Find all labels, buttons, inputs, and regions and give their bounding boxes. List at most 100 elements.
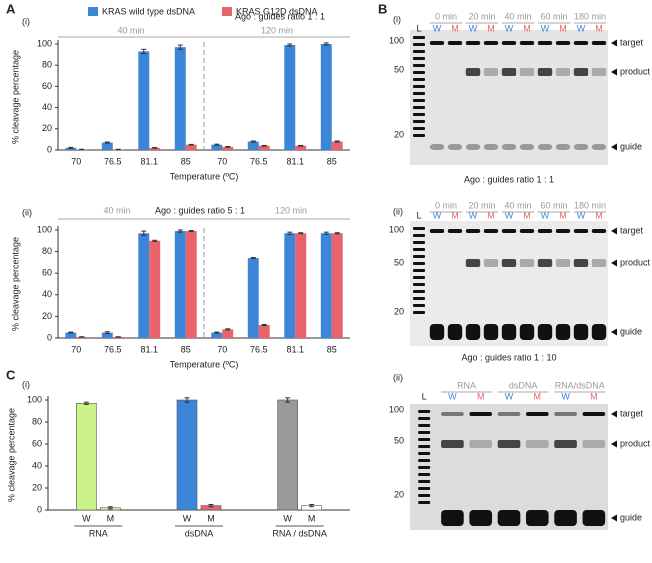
lane-label: M — [590, 391, 598, 401]
ladder-band — [413, 248, 425, 251]
ladder-band — [413, 227, 425, 230]
target-band — [582, 412, 606, 416]
marker-label: 50 — [394, 435, 404, 445]
y-axis-label: % cleavage percentage — [6, 408, 16, 502]
product-band — [555, 259, 571, 267]
band-arrow — [611, 227, 617, 235]
lane-label: M — [451, 210, 459, 220]
ladder-band — [418, 445, 431, 448]
lane-label: M — [523, 23, 531, 33]
bar — [101, 332, 113, 338]
lane-label: W — [541, 23, 550, 33]
product-band — [519, 259, 535, 267]
ladder-band — [413, 134, 425, 137]
bar — [284, 233, 296, 338]
target-band — [441, 412, 464, 416]
lane-label: W — [433, 210, 442, 220]
band-arrow — [611, 440, 617, 448]
band-arrow — [611, 39, 617, 47]
bar — [101, 142, 113, 150]
bar — [176, 399, 198, 511]
bar — [211, 144, 223, 150]
ladder-band — [413, 276, 425, 279]
group-label: 40 min — [504, 200, 531, 210]
panel-label: (ii) — [393, 372, 403, 382]
bar — [320, 44, 332, 150]
marker-label: 20 — [394, 129, 404, 139]
ladder-band — [418, 424, 431, 427]
x-tick-label: 81.1 — [286, 344, 304, 354]
product-band — [537, 259, 553, 267]
target-band — [573, 41, 589, 45]
ladder-band — [418, 431, 431, 434]
y-tick-label: 80 — [42, 246, 52, 256]
y-tick-label: 0 — [47, 144, 52, 154]
lane-label: W — [541, 210, 550, 220]
band-arrow — [611, 68, 617, 76]
bar — [174, 47, 186, 150]
guide-band — [582, 510, 606, 526]
lane-label: M — [487, 23, 495, 33]
legend-swatch — [222, 7, 232, 16]
bar — [65, 332, 77, 338]
legend-label: KRAS wild type dsDNA — [102, 6, 195, 16]
bar — [277, 399, 298, 511]
y-tick-label: 100 — [27, 394, 42, 404]
lane-label: W — [448, 391, 457, 401]
group-label: 40 min — [117, 25, 144, 35]
ladder-band — [413, 106, 425, 109]
band-label: target — [620, 37, 644, 47]
y-tick-label: 0 — [47, 332, 52, 342]
lane-label: M — [523, 210, 531, 220]
group-label: 20 min — [468, 200, 495, 210]
y-tick-label: 80 — [32, 416, 42, 426]
y-tick-label: 60 — [42, 268, 52, 278]
x-tick-label: M — [107, 513, 115, 523]
marker-label: 100 — [389, 404, 404, 414]
marker-label: 20 — [394, 306, 404, 316]
bar — [65, 147, 77, 150]
ladder-band — [413, 311, 425, 314]
panel-letter: C — [6, 367, 16, 382]
ladder-band — [413, 78, 425, 81]
ladder-band — [413, 290, 425, 293]
product-band — [573, 259, 589, 267]
bar — [174, 231, 186, 338]
panel-letter: B — [378, 1, 387, 16]
bar — [185, 231, 197, 338]
product-band — [501, 259, 517, 267]
lane-label: M — [559, 210, 567, 220]
lane-label: W — [577, 210, 586, 220]
target-band — [483, 229, 499, 233]
band-label: guide — [620, 326, 642, 336]
gel-caption: Ago : guides ratio 1 : 1 — [464, 174, 554, 184]
group-label: 60 min — [540, 11, 567, 21]
x-tick-label: 70 — [217, 156, 227, 166]
lane-label: W — [561, 391, 570, 401]
panel-label: (ii) — [22, 207, 32, 217]
bar — [247, 141, 259, 150]
ladder-band — [413, 269, 425, 272]
band-label: target — [620, 408, 644, 418]
y-tick-label: 100 — [37, 224, 52, 234]
legend-label: KRAS G12D dsDNA — [236, 6, 318, 16]
x-tick-label: 85 — [327, 344, 337, 354]
panel-label: (i) — [22, 16, 30, 26]
guide-band — [555, 324, 571, 340]
guide-band — [465, 324, 481, 340]
product-band — [465, 259, 481, 267]
group-label: 60 min — [540, 200, 567, 210]
y-tick-label: 0 — [37, 504, 42, 514]
y-tick-label: 40 — [32, 460, 42, 470]
marker-label: 50 — [394, 257, 404, 267]
lane-label: M — [477, 391, 485, 401]
y-tick-label: 60 — [42, 81, 52, 91]
product-band — [469, 440, 493, 448]
bar — [149, 240, 161, 338]
ladder-band — [418, 438, 431, 441]
ladder-band — [418, 452, 431, 455]
target-band — [591, 229, 607, 233]
target-band — [573, 229, 589, 233]
panel-label: (i) — [393, 14, 401, 24]
annotation: Ago : guides ratio 1 : 1 — [235, 11, 325, 21]
